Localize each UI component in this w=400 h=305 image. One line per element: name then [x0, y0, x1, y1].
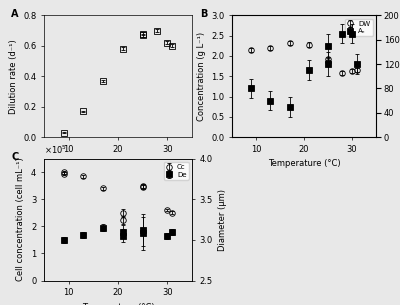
Text: C: C	[12, 152, 19, 163]
Y-axis label: Dilution rate (d⁻¹): Dilution rate (d⁻¹)	[8, 39, 18, 114]
X-axis label: Temperature (°C): Temperature (°C)	[82, 160, 154, 168]
Legend: DW, Aₑ: DW, Aₑ	[345, 19, 372, 36]
X-axis label: Temperature (°C): Temperature (°C)	[268, 160, 340, 168]
Y-axis label: Concentration (g L⁻¹): Concentration (g L⁻¹)	[196, 32, 206, 121]
Y-axis label: Diameter (µm): Diameter (µm)	[218, 188, 228, 251]
Text: A: A	[12, 9, 19, 19]
Legend: Cc, De: Cc, De	[164, 162, 188, 180]
Text: B: B	[200, 9, 208, 19]
X-axis label: Temperature (°C): Temperature (°C)	[82, 303, 154, 305]
Text: $\times 10^5$: $\times 10^5$	[44, 144, 67, 156]
Y-axis label: Cell concentration (cell mL⁻¹): Cell concentration (cell mL⁻¹)	[16, 158, 26, 282]
